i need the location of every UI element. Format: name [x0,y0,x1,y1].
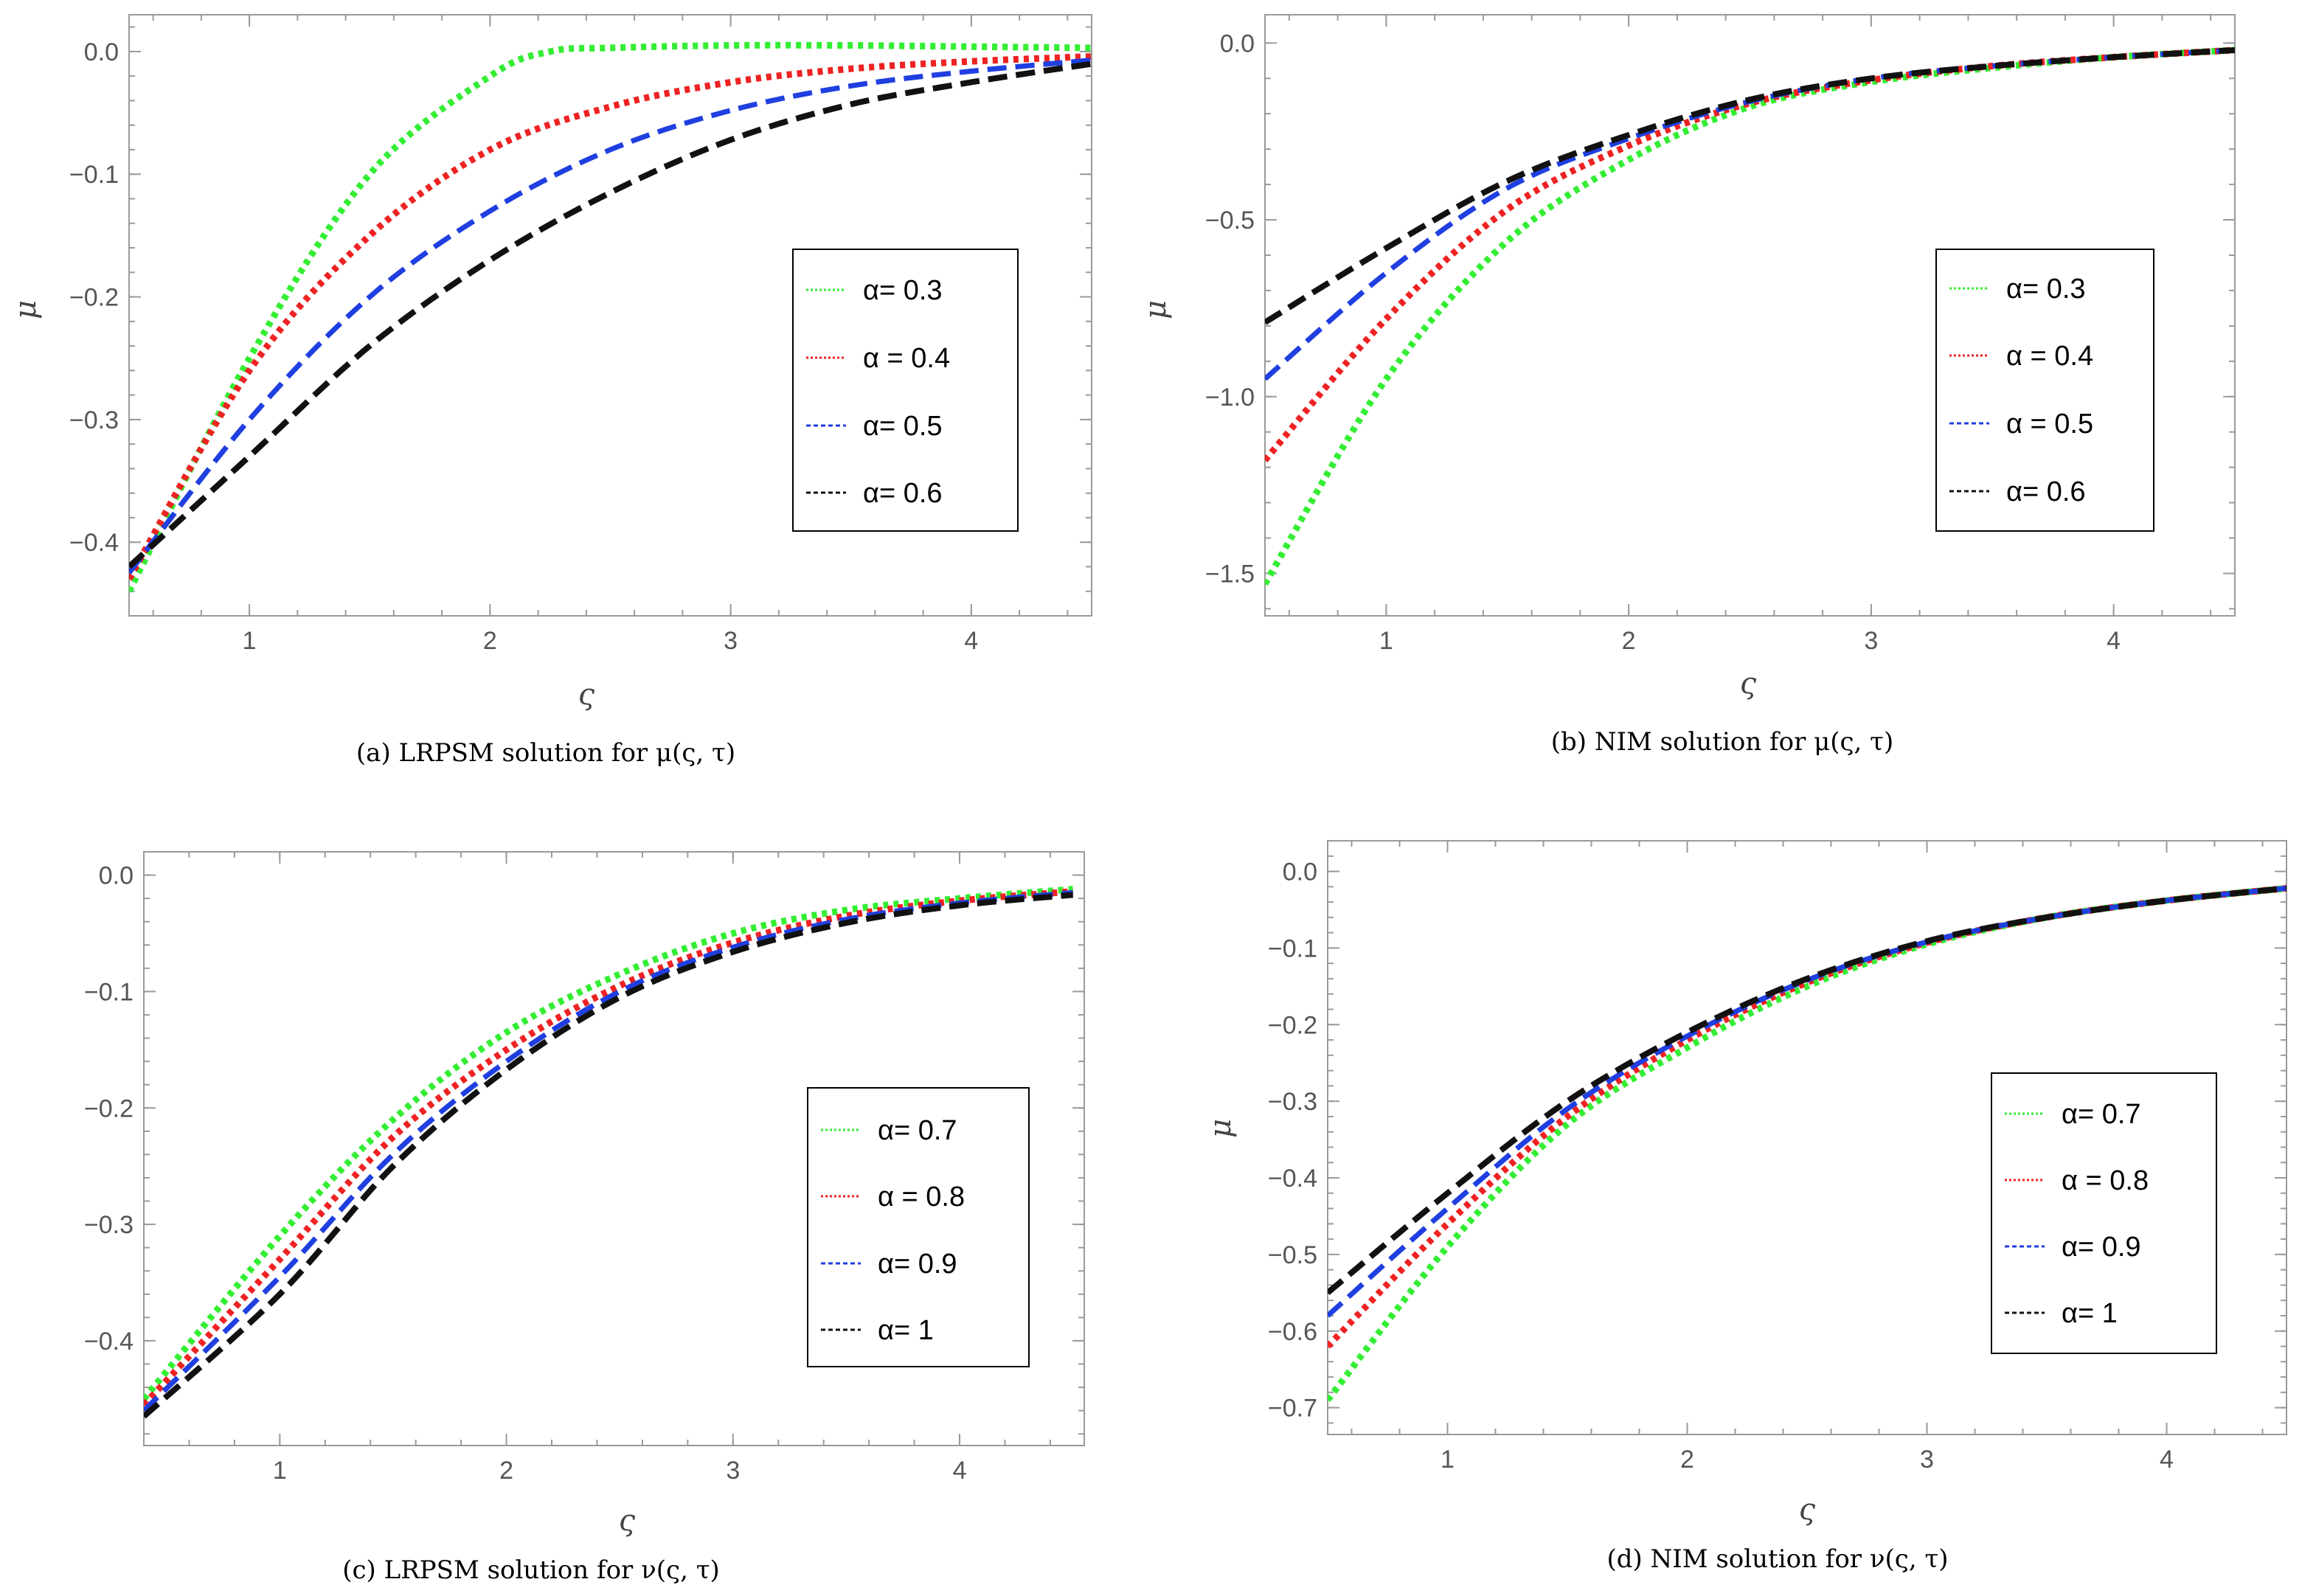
series-group [1328,884,2287,1403]
legend-box [1991,1072,2217,1354]
y-tick-label: −0.6 [1268,1318,1317,1346]
x-tick-label: 2 [1680,1446,1694,1474]
x-tick-label: 1 [1441,1446,1455,1474]
legend-box [792,249,1019,532]
series-line-red [129,53,1092,581]
y-tick-label: −0.4 [84,1328,134,1356]
legend-entry: α= 0.6 [2006,476,2086,507]
y-axis-label: μ [1204,1119,1238,1138]
series-group [144,886,1074,1419]
plot-frame [128,14,1092,617]
y-tick-label: 0.0 [1283,858,1317,887]
legend-box [807,1087,1030,1367]
legend-entry: α = 0.5 [2006,409,2093,440]
legend-entry: α = 0.4 [2006,341,2093,372]
panel-caption: (b) NIM solution for μ(ς, τ) [1551,727,1894,757]
series-line-black [1328,885,2287,1295]
legend-entry: α= 0.9 [2062,1232,2141,1263]
y-tick-label: −0.7 [1268,1395,1317,1423]
x-tick-label: 4 [2107,627,2121,655]
legend-box [1935,249,2154,532]
y-tick-label: −0.4 [1268,1165,1317,1193]
legend-entry: α= 0.7 [2062,1099,2141,1130]
x-tick-label: 4 [2160,1446,2174,1474]
series-line-red [144,888,1074,1407]
y-tick-label: 0.0 [99,862,134,890]
y-axis-label: μ [9,300,43,319]
series-line-green [144,886,1074,1401]
x-tick-label: 1 [1379,627,1393,655]
x-axis-label: ς [619,1504,636,1538]
y-axis-label: μ [1139,300,1173,319]
series-line-black [144,892,1074,1419]
legend-entry: α= 0.6 [863,478,943,509]
y-tick-label: −0.2 [69,284,119,312]
y-tick-label: 0.0 [84,38,119,66]
plot-frame [1327,840,2287,1435]
chart-panel-3: 1 2 3 4 0.0 −0.1 −0.2 −0.3 −0.4 α= 0.7 α = 0.8 α= 0… [84,851,1085,1585]
y-tick-label: −0.1 [84,978,134,1006]
legend-entry: α= 0.5 [863,411,943,442]
x-axis-label: ς [1799,1493,1816,1527]
series-group [1265,46,2235,586]
x-axis-label: ς [1740,667,1757,701]
chart-panel-1: 1 2 3 4 0.0 −0.1 −0.2 −0.3 −0.4 α= 0.3 α = 0.4 α= 0… [9,14,1092,768]
panel-caption: (a) LRPSM solution for μ(ς, τ) [356,738,735,768]
series-line-black [1265,46,2235,325]
x-tick-label: 4 [953,1457,967,1485]
x-tick-label: 3 [726,1457,740,1485]
x-tick-label: 2 [1622,627,1636,655]
x-tick-label: 1 [273,1457,287,1485]
x-tick-label: 3 [1920,1446,1934,1474]
y-tick-label: −0.2 [84,1094,134,1123]
y-tick-label: −0.3 [69,406,119,434]
y-tick-label: −0.5 [1205,207,1255,235]
legend-entry: α = 0.8 [878,1182,965,1212]
x-tick-label: 3 [724,627,738,655]
chart-panel-2: 1 2 3 4 0.0 −0.5 −1.0 −1.5 α= 0.3 α = 0.4 α = 0.5 α… [1139,14,2236,757]
legend-entry: α= 0.3 [863,275,943,306]
x-axis-label: ς [578,678,595,712]
y-tick-label: −0.1 [69,161,119,189]
x-tick-label: 3 [1864,627,1878,655]
legend-entry: α = 0.8 [2062,1165,2149,1196]
y-tick-label: −0.4 [69,529,119,557]
y-tick-label: −0.5 [1268,1241,1317,1269]
y-tick-label: 0.0 [1220,30,1255,58]
y-tick-label: −1.5 [1205,560,1255,588]
legend-entry: α= 0.9 [878,1249,957,1280]
legend-entry: α= 0.7 [878,1115,957,1146]
y-tick-label: −0.1 [1268,934,1317,962]
chart-panel-4: 1 2 3 4 0.0 −0.1 −0.2 −0.3 −0.4 −0.5 −0.6 −0.7 α= 0.… [1204,840,2287,1574]
y-tick-label: −0.3 [1268,1088,1317,1116]
x-tick-label: 4 [964,627,978,655]
series-line-black [129,60,1092,569]
legend-entry: α= 1 [2062,1298,2118,1329]
legend-entry: α = 0.4 [863,343,950,374]
plot-frame [143,851,1085,1446]
legend-entry: α= 1 [878,1315,934,1346]
series-line-blue [129,58,1092,575]
y-tick-label: −0.2 [1268,1011,1317,1039]
x-tick-label: 2 [483,627,497,655]
x-tick-label: 2 [499,1457,513,1485]
series-group [129,41,1092,593]
x-tick-label: 1 [243,627,257,655]
panel-caption: (d) NIM solution for ν(ς, τ) [1606,1544,1948,1574]
y-tick-label: −0.3 [84,1211,134,1239]
legend-entry: α= 0.3 [2006,274,2086,305]
plot-frame [1264,14,2236,617]
panel-caption: (c) LRPSM solution for ν(ς, τ) [342,1555,720,1585]
series-line-green [129,41,1092,593]
y-tick-label: −1.0 [1205,384,1255,412]
